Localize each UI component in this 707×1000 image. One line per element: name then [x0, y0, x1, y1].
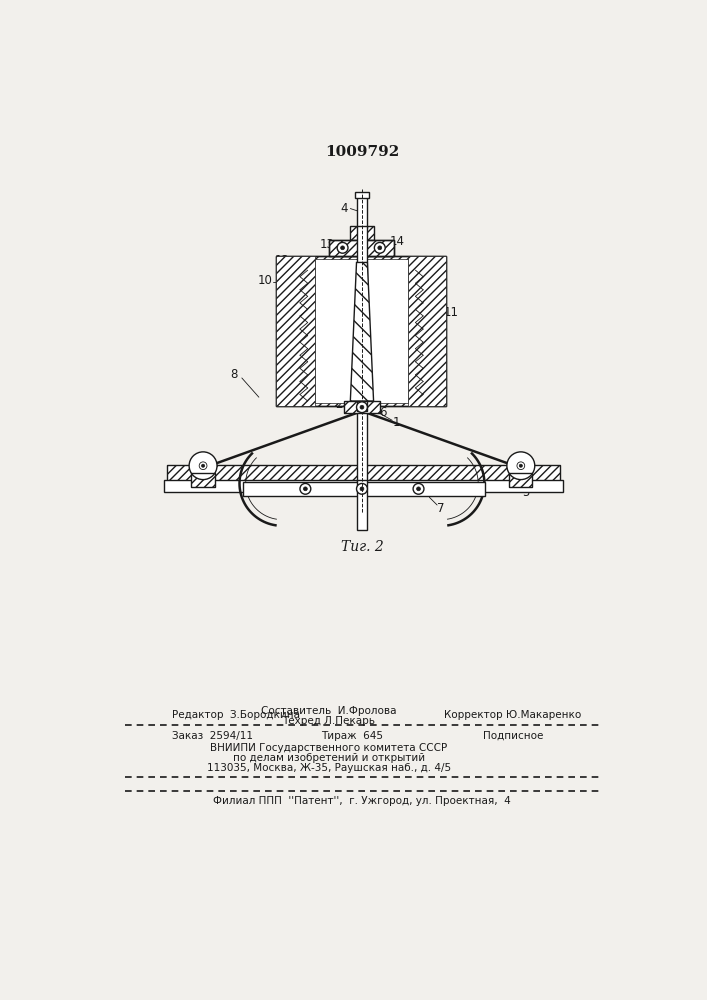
Bar — [276, 256, 446, 406]
Bar — [408, 256, 446, 406]
Bar — [344, 401, 380, 413]
Circle shape — [300, 483, 311, 494]
Bar — [329, 240, 394, 256]
Text: Подписное: Подписное — [483, 731, 543, 741]
Text: Техред Л.Пекарь: Техред Л.Пекарь — [282, 716, 375, 726]
Bar — [192, 473, 215, 487]
Bar — [329, 240, 394, 256]
Bar — [349, 226, 374, 240]
Text: 5: 5 — [522, 486, 530, 499]
Text: по делам изобретений и открытий: по делам изобретений и открытий — [233, 753, 425, 763]
Bar — [192, 473, 215, 487]
Bar — [243, 482, 485, 496]
Text: Филиал ППП  ''Патент'',  г. Ужгород, ул. Проектная,  4: Филиал ППП ''Патент'', г. Ужгород, ул. П… — [213, 796, 511, 806]
Circle shape — [201, 464, 204, 467]
Text: 12: 12 — [274, 254, 290, 267]
Text: 2: 2 — [335, 398, 342, 411]
Circle shape — [337, 242, 348, 253]
Circle shape — [356, 402, 368, 413]
Circle shape — [374, 242, 385, 253]
Bar — [344, 401, 380, 413]
Text: 7: 7 — [437, 502, 445, 515]
Circle shape — [303, 487, 308, 491]
Bar — [168, 465, 559, 483]
Text: 4: 4 — [340, 202, 348, 215]
Text: ВНИИПИ Государственного комитета СССР: ВНИИПИ Государственного комитета СССР — [210, 743, 448, 753]
Text: 13: 13 — [320, 238, 334, 251]
Text: Составитель  И.Фролова: Составитель И.Фролова — [261, 706, 397, 716]
Circle shape — [189, 452, 217, 480]
Text: 9: 9 — [194, 480, 202, 493]
Circle shape — [199, 462, 207, 470]
Circle shape — [356, 483, 368, 494]
Text: 113035, Москва, Ж-35, Раушская наб., д. 4/5: 113035, Москва, Ж-35, Раушская наб., д. … — [206, 763, 450, 773]
Bar — [356, 403, 368, 492]
Text: Корректор Ю.Макаренко: Корректор Ю.Макаренко — [445, 710, 582, 720]
Circle shape — [341, 246, 344, 250]
Bar — [276, 256, 446, 406]
Text: Тираж  645: Тираж 645 — [321, 731, 383, 741]
Text: 1009792: 1009792 — [325, 145, 399, 159]
Text: 3: 3 — [404, 267, 411, 280]
Text: 8: 8 — [230, 368, 238, 381]
Polygon shape — [351, 262, 373, 401]
Bar — [509, 473, 532, 487]
Text: Редактор  З.Бородкина: Редактор З.Бородкина — [172, 710, 300, 720]
Bar — [509, 473, 532, 487]
Circle shape — [519, 464, 522, 467]
Bar — [276, 256, 315, 406]
Circle shape — [413, 483, 424, 494]
Text: 10: 10 — [257, 274, 272, 287]
Text: 6: 6 — [379, 406, 387, 419]
Circle shape — [507, 452, 534, 480]
Text: 1: 1 — [393, 416, 401, 429]
Circle shape — [416, 487, 421, 491]
Circle shape — [360, 405, 364, 409]
Circle shape — [517, 462, 525, 470]
Bar — [315, 259, 408, 403]
Bar — [357, 193, 367, 228]
Text: 11: 11 — [443, 306, 459, 319]
Bar — [163, 480, 563, 492]
Bar — [356, 480, 368, 530]
Text: 14: 14 — [390, 235, 404, 248]
Circle shape — [360, 487, 364, 491]
Bar — [356, 226, 368, 411]
Circle shape — [378, 246, 382, 250]
Text: Заказ  2594/11: Заказ 2594/11 — [172, 731, 253, 741]
Text: Τиг. 2: Τиг. 2 — [341, 540, 383, 554]
Bar — [355, 192, 369, 198]
Bar — [168, 465, 559, 483]
